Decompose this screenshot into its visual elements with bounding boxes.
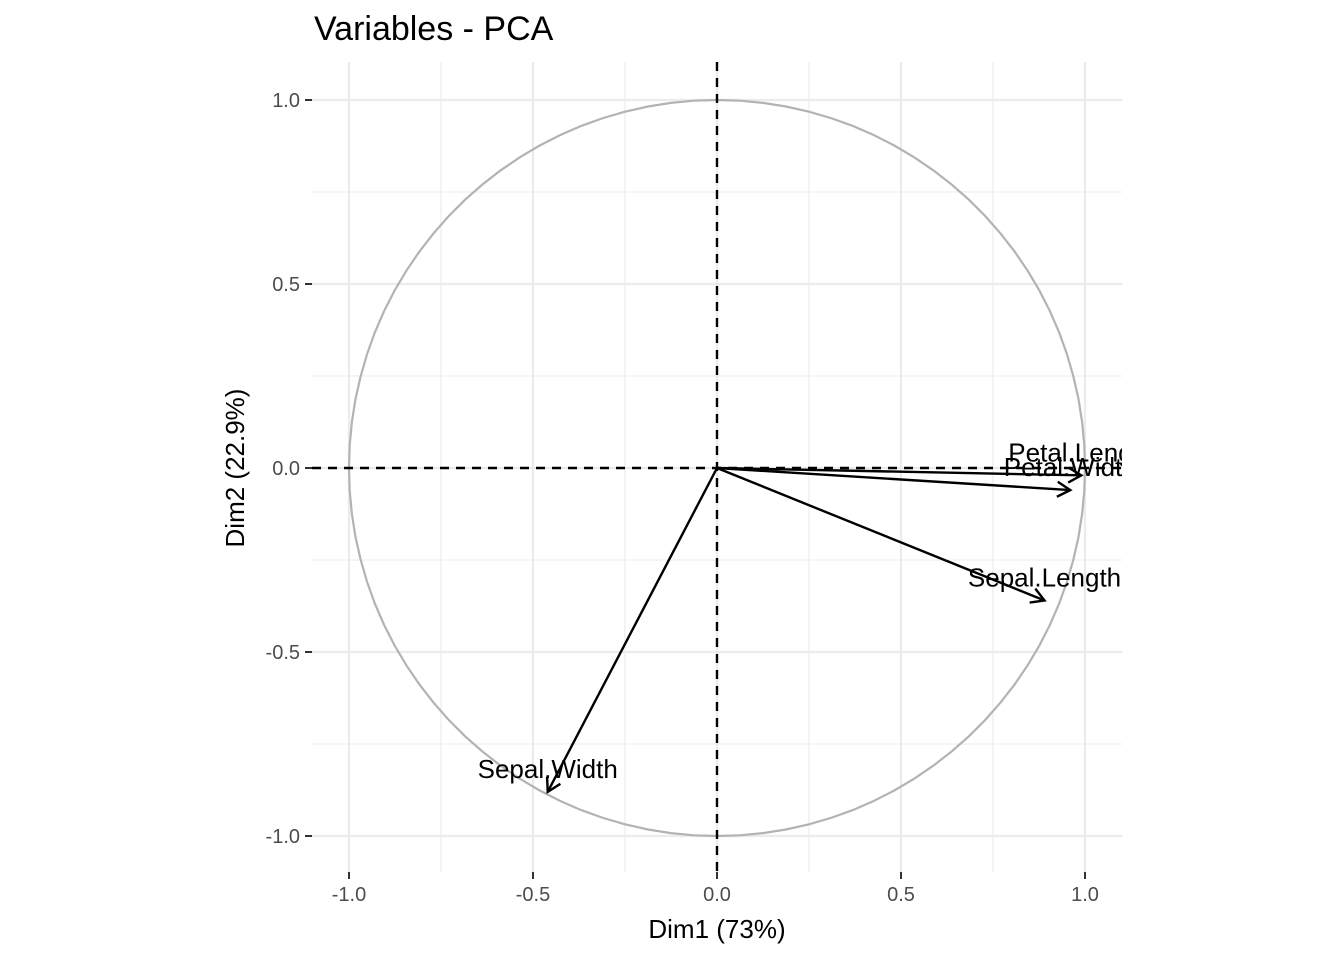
- y-tick-label: 0.0: [272, 458, 300, 480]
- arrowhead-sepal-length: [1029, 587, 1047, 604]
- arrow-sepal-width: [546, 467, 719, 793]
- arrow-petal-length: [716, 466, 1082, 477]
- arrowhead-petal-width: [1056, 480, 1073, 498]
- x-tick-label: 0.5: [887, 884, 915, 906]
- variable-arrows: [545, 466, 1084, 794]
- arrowhead-sepal-width: [545, 776, 562, 794]
- label-sepal-width: Sepal.Width: [478, 754, 618, 784]
- arrow-petal-width: [716, 466, 1071, 492]
- y-tick-label: 0.5: [272, 274, 300, 296]
- arrowhead-petal-length: [1067, 466, 1084, 484]
- x-tick-label: -0.5: [516, 884, 550, 906]
- chart-title: Variables - PCA: [314, 10, 554, 48]
- y-tick-label: 1.0: [272, 90, 300, 112]
- y-axis: -1.0 -0.5 0.0 0.5 1.0: [266, 90, 312, 848]
- y-tick-label: -1.0: [266, 826, 300, 848]
- variable-labels: Sepal.Length Sepal.Width Petal.LengthPetal…: [478, 437, 1154, 784]
- x-tick-label: 1.0: [1071, 884, 1099, 906]
- x-tick-label: -1.0: [332, 884, 366, 906]
- label-petal-width: Petal.Width: [1004, 452, 1137, 482]
- y-tick-label: -0.5: [266, 642, 300, 664]
- x-axis-title: Dim1 (73%): [648, 914, 785, 944]
- x-axis: -1.0 -0.5 0.0 0.5 1.0: [332, 872, 1099, 906]
- label-sepal-length: Sepal.Length: [968, 562, 1121, 592]
- label-petal-length: Petal.Length: [1008, 437, 1154, 467]
- x-tick-label: 0.0: [703, 884, 731, 906]
- arrow-sepal-length: [716, 466, 1045, 602]
- y-axis-title: Dim2 (22.9%): [220, 389, 250, 548]
